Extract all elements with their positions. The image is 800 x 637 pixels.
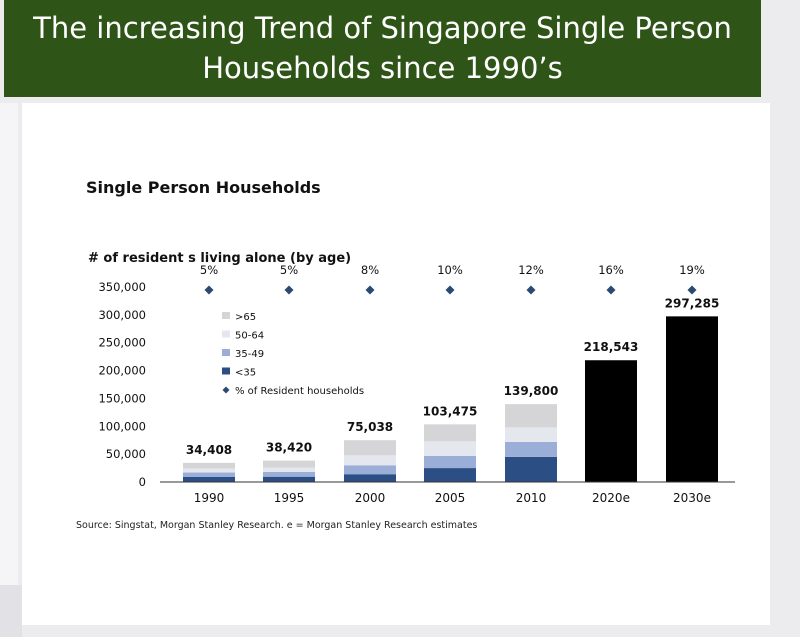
- percent-label: 5%: [280, 263, 298, 277]
- bar-total-label: 75,038: [347, 420, 393, 434]
- x-tick-label: 1990: [194, 491, 225, 505]
- bar-total-label: 218,543: [584, 340, 639, 354]
- y-tick-label: 350,000: [98, 280, 146, 294]
- percent-marker: [284, 285, 294, 295]
- percent-marker: [526, 285, 536, 295]
- bar-segment: [424, 455, 476, 469]
- bottom-corner: [0, 585, 22, 637]
- legend-label: <35: [235, 368, 256, 379]
- legend-label: 35-49: [235, 349, 264, 360]
- percent-label: 10%: [437, 263, 463, 277]
- left-margin: [0, 103, 18, 637]
- bar-segment: [344, 455, 396, 466]
- percent-label: 5%: [200, 263, 218, 277]
- bar-total-label: 38,420: [266, 441, 312, 455]
- legend-label: 50-64: [235, 331, 264, 342]
- y-tick-label: 0: [139, 475, 146, 489]
- bar-segment: [344, 440, 396, 456]
- banner-title-line1: The increasing Trend of Singapore Single…: [33, 11, 732, 45]
- x-tick-label: 2005: [435, 491, 466, 505]
- x-tick-label: 2000: [355, 491, 386, 505]
- bar-segment: [183, 472, 235, 477]
- legend-swatch: [222, 330, 230, 338]
- bar-segment: [666, 316, 718, 482]
- bar-segment: [505, 404, 557, 428]
- percent-marker: [606, 285, 616, 295]
- y-tick-label: 250,000: [98, 336, 146, 350]
- bar-segment: [183, 468, 235, 473]
- bar-segment: [183, 476, 235, 482]
- percent-marker: [365, 285, 375, 295]
- bar-segment: [263, 471, 315, 477]
- y-tick-label: 50,000: [106, 447, 146, 461]
- y-axis-label: # of resident s living alone (by age): [88, 251, 351, 266]
- bar-segment: [263, 467, 315, 472]
- bar-total-label: 103,475: [423, 404, 478, 418]
- title-banner: The increasing Trend of Singapore Single…: [4, 0, 761, 97]
- legend-swatch: [222, 367, 230, 375]
- bar-total-label: 34,408: [186, 443, 232, 457]
- legend-swatch: [222, 349, 230, 356]
- y-tick-label: 150,000: [98, 391, 146, 405]
- legend-swatch: [222, 312, 230, 319]
- percent-marker: [687, 285, 697, 295]
- bar-segment: [424, 468, 476, 482]
- x-tick-label: 2020e: [592, 491, 630, 505]
- x-tick-label: 2030e: [673, 491, 711, 505]
- bar-segment: [585, 360, 637, 482]
- bar-segment: [505, 456, 557, 482]
- y-tick-label: 300,000: [98, 308, 146, 322]
- bar-segment: [424, 441, 476, 456]
- percent-label: 12%: [518, 263, 544, 277]
- legend-label: % of Resident households: [235, 386, 364, 397]
- bar-segment: [263, 476, 315, 482]
- bar-segment: [344, 465, 396, 475]
- x-tick-label: 2010: [516, 491, 547, 505]
- chart-title: Single Person Households: [86, 178, 321, 197]
- percent-marker: [445, 285, 455, 295]
- bar-segment: [505, 441, 557, 457]
- legend-marker: [222, 386, 230, 394]
- bar-segment: [263, 460, 315, 468]
- bar-segment: [344, 474, 396, 482]
- bar-segment: [505, 427, 557, 442]
- bar-segment: [424, 424, 476, 442]
- bar-segment: [183, 462, 235, 469]
- x-tick-label: 1995: [274, 491, 305, 505]
- slide-panel: [22, 103, 770, 625]
- banner-title-line2: Households since 1990’s: [202, 51, 563, 85]
- y-tick-label: 100,000: [98, 419, 146, 433]
- percent-label: 16%: [598, 263, 624, 277]
- percent-label: 8%: [361, 263, 379, 277]
- bar-total-label: 139,800: [504, 384, 559, 398]
- percent-marker: [204, 285, 214, 295]
- legend-label: >65: [235, 312, 256, 323]
- source-note: Source: Singstat, Morgan Stanley Researc…: [76, 520, 477, 531]
- percent-label: 19%: [679, 263, 705, 277]
- y-tick-label: 200,000: [98, 364, 146, 378]
- bar-total-label: 297,285: [665, 296, 720, 310]
